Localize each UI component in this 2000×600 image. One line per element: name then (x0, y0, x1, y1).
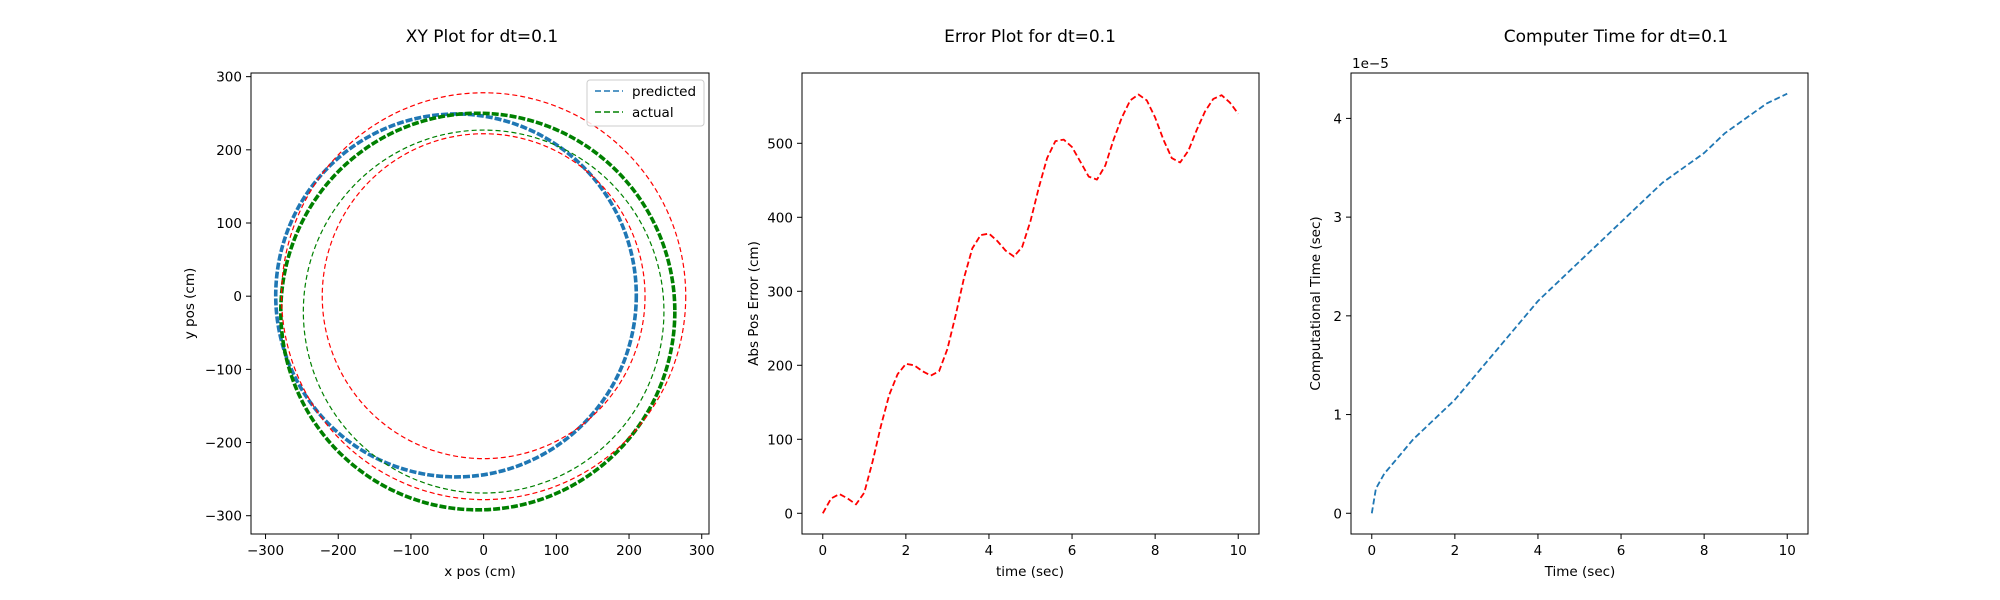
y-tick-label: 3 (1333, 210, 1342, 226)
y-tick-label: 200 (767, 358, 793, 374)
time-plot-title: Computer Time for dt=0.1 (1504, 27, 1728, 47)
error-plot-ylabel: Abs Pos Error (cm) (746, 241, 762, 366)
error-plot-panel: Error Plot for dt=0.1 0 2 4 6 8 1001002003004… (746, 27, 1260, 580)
x-tick-label: 6 (1068, 543, 1077, 559)
y-tick-label: 0 (1333, 506, 1342, 522)
x-tick-label: 100 (543, 543, 569, 559)
y-tick-label: 400 (767, 210, 793, 226)
series-actual (279, 111, 677, 512)
x-tick-label: 2 (1451, 543, 1460, 559)
x-tick-label: −300 (247, 543, 284, 559)
xy-plot-panel: XY Plot for dt=0.1 −300 −200 −100 0 100 200 30… (182, 27, 715, 580)
y-tick-label: −300 (205, 509, 242, 525)
series-line-0 (822, 93, 1239, 514)
xy-plot-frame (250, 72, 710, 535)
x-tick-label: 2 (902, 543, 911, 559)
x-tick-label: 10 (1230, 543, 1247, 559)
x-tick-label: 8 (1151, 543, 1160, 559)
y-tick-label: 100 (216, 216, 242, 232)
time-plot-ylabel: Computational Time (sec) (1308, 216, 1324, 390)
time-plot-area: 0 2 4 6 8 10 0 1 2 3 4 (1333, 92, 1796, 559)
y-tick-label: 0 (233, 289, 242, 305)
xy-plot-area: −300 −200 −100 0 100 200 300 −300 −200 −100 0 100 20… (205, 70, 715, 559)
y-tick-label: 300 (216, 70, 242, 86)
y-tick-label: −200 (205, 436, 242, 452)
y-tick-label: 2 (1333, 309, 1342, 325)
time-plot-frame (1350, 72, 1809, 535)
y-tick-label: −100 (205, 362, 242, 378)
time-plot-panel: Computer Time for dt=0.1 0 2 4 6 8 10 0 1 2 3 4 Ti… (1308, 27, 1809, 580)
time-plot-xlabel: Time (sec) (1544, 564, 1616, 580)
series-predicted (273, 112, 639, 479)
error-plot-frame (801, 72, 1260, 535)
x-tick-label: 300 (689, 543, 715, 559)
x-tick-label: 0 (479, 543, 488, 559)
x-tick-label: 10 (1779, 543, 1796, 559)
x-tick-label: 6 (1617, 543, 1626, 559)
x-tick-label: 8 (1700, 543, 1709, 559)
x-tick-label: 0 (818, 543, 827, 559)
series-line-3 (321, 133, 646, 460)
y-tick-label: 300 (767, 284, 793, 300)
series-line-4 (302, 129, 665, 494)
x-tick-label: 200 (616, 543, 642, 559)
y-tick-label: 0 (784, 506, 793, 522)
legend-actual-label: actual (632, 105, 674, 121)
xy-plot-legend: predicted actual (586, 79, 705, 127)
series-layer (273, 92, 687, 512)
x-tick-label: 0 (1367, 543, 1376, 559)
xy-plot-title: XY Plot for dt=0.1 (406, 27, 558, 47)
time-plot-offset-text: 1e−5 (1352, 56, 1389, 72)
y-tick-label: 100 (767, 432, 793, 448)
series-line-0 (1370, 92, 1788, 514)
y-tick-label: 200 (216, 143, 242, 159)
y-tick-label: 500 (767, 136, 793, 152)
x-tick-label: 4 (1534, 543, 1543, 559)
xy-plot-ylabel: y pos (cm) (182, 268, 198, 340)
error-plot-xlabel: time (sec) (996, 564, 1064, 580)
xy-plot-xlabel: x pos (cm) (444, 564, 516, 580)
series-layer (1370, 92, 1788, 514)
x-tick-label: 4 (985, 543, 994, 559)
legend-predicted-label: predicted (632, 84, 696, 100)
x-tick-label: −100 (392, 543, 429, 559)
y-tick-label: 1 (1333, 408, 1342, 424)
series-layer (822, 93, 1239, 514)
x-tick-label: −200 (320, 543, 357, 559)
series-line-2 (280, 92, 687, 501)
y-tick-label: 4 (1333, 111, 1342, 127)
error-plot-title: Error Plot for dt=0.1 (944, 27, 1116, 47)
